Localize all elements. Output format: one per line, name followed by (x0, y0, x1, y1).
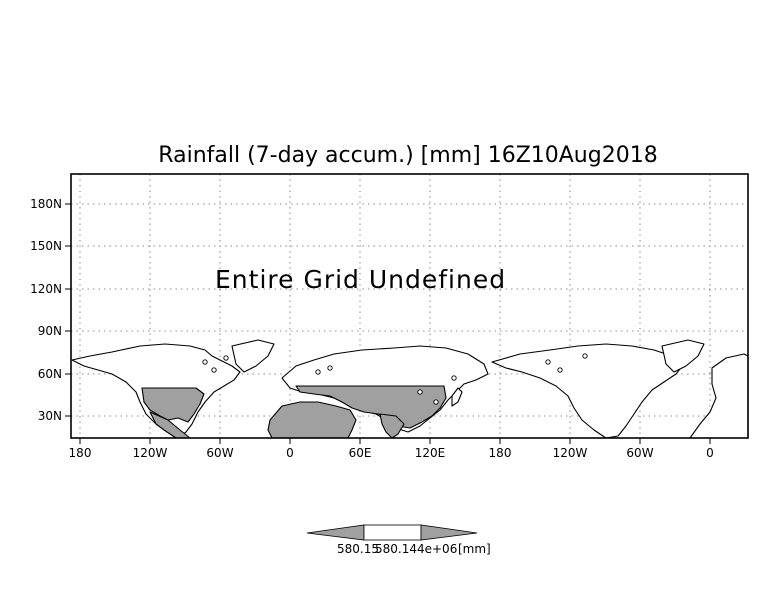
colorbar-left-triangle (306, 524, 365, 541)
lat-tick-label: 150N (30, 239, 62, 253)
land-masses (71, 339, 749, 439)
lon-tick-label: 120W (553, 446, 588, 460)
lat-tick-label: 60N (38, 367, 62, 381)
usa-shaded (141, 387, 205, 423)
africa (267, 401, 357, 439)
island-outline (202, 359, 208, 365)
lon-tick-label: 60E (349, 446, 372, 460)
island-outline (557, 367, 563, 373)
longitude-axis: 180 120W 60W 0 60E 120E 180 120W 60W 0 (69, 438, 714, 460)
colorbar-label-2: 580.144e+06 (375, 542, 457, 556)
latitude-axis: 180N 150N 120N 90N 60N 30N (30, 197, 71, 423)
india (379, 413, 405, 439)
island-outline (327, 365, 333, 371)
lon-tick-label: 0 (706, 446, 714, 460)
island-outline (223, 355, 229, 361)
map-title: Rainfall (7-day accum.) [mm] 16Z10Aug201… (158, 143, 657, 168)
lat-tick-label: 180N (30, 197, 62, 211)
japan (451, 387, 463, 407)
undefined-grid-message: Entire Grid Undefined (215, 265, 506, 294)
lat-tick-label: 120N (30, 282, 62, 296)
colorbar-label-1: 580.15 (337, 542, 379, 556)
lon-tick-label: 180 (489, 446, 512, 460)
greenland-west (231, 339, 275, 373)
colorbar-right-triangle (420, 524, 478, 541)
island-outline (315, 369, 321, 375)
colorbar: 580.15 580.144e+06 [mm] (306, 524, 491, 556)
colorbar-center-box (363, 524, 422, 541)
map-frame (70, 173, 749, 439)
island-outline (211, 367, 217, 373)
island-outline (582, 353, 588, 359)
island-outline (451, 375, 457, 381)
lon-tick-label: 180 (69, 446, 92, 460)
colorbar-units: [mm] (458, 542, 491, 556)
island-outline (545, 359, 551, 365)
lon-tick-label: 120W (133, 446, 168, 460)
lat-tick-label: 30N (38, 409, 62, 423)
lon-tick-label: 120E (415, 446, 446, 460)
greenland-east (661, 339, 705, 373)
lon-tick-label: 60W (206, 446, 233, 460)
north-america-east (491, 343, 685, 439)
island-outline (417, 389, 423, 395)
lat-tick-label: 90N (38, 324, 62, 338)
gridlines (71, 174, 748, 438)
lon-tick-label: 60W (626, 446, 653, 460)
island-outline (433, 399, 439, 405)
lon-tick-label: 0 (286, 446, 294, 460)
